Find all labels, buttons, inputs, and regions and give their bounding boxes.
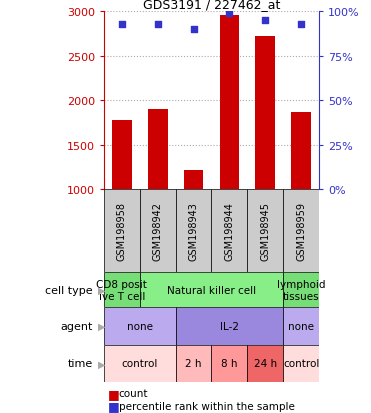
Text: ■: ■ (108, 387, 119, 400)
Text: ▶: ▶ (98, 285, 106, 295)
Bar (175, 345, 211, 382)
Text: none: none (127, 321, 153, 331)
Point (191, 27, 197, 33)
Text: 2 h: 2 h (185, 358, 202, 368)
Bar (140, 273, 283, 308)
Bar (175, 308, 283, 345)
Text: GSM198943: GSM198943 (188, 202, 198, 261)
Text: GSM198944: GSM198944 (224, 202, 234, 261)
Bar (291, 113, 311, 190)
Bar (283, 308, 319, 345)
Bar (211, 345, 247, 382)
Text: agent: agent (60, 321, 93, 331)
Text: Natural killer cell: Natural killer cell (167, 285, 256, 295)
Text: GSM198945: GSM198945 (260, 202, 270, 261)
Text: ▶: ▶ (98, 358, 106, 368)
Title: GDS3191 / 227462_at: GDS3191 / 227462_at (143, 0, 280, 11)
Text: control: control (283, 358, 319, 368)
Bar (104, 345, 175, 382)
Bar (220, 16, 239, 190)
Text: 8 h: 8 h (221, 358, 238, 368)
Text: ▶: ▶ (98, 321, 106, 331)
Text: ■: ■ (108, 399, 119, 412)
Bar (283, 345, 319, 382)
Bar (104, 308, 175, 345)
Point (155, 21, 161, 28)
Text: time: time (68, 358, 93, 368)
Text: lymphoid
tissues: lymphoid tissues (277, 279, 325, 301)
Text: GSM198958: GSM198958 (117, 202, 127, 261)
Bar (104, 190, 140, 273)
Bar (247, 345, 283, 382)
Point (262, 18, 268, 25)
Text: cell type: cell type (45, 285, 93, 295)
Bar (104, 273, 140, 308)
Text: control: control (122, 358, 158, 368)
Bar (283, 190, 319, 273)
Point (119, 21, 125, 28)
Bar (255, 37, 275, 190)
Text: IL-2: IL-2 (220, 321, 239, 331)
Point (226, 11, 232, 17)
Bar (112, 121, 132, 190)
Text: none: none (288, 321, 314, 331)
Text: 24 h: 24 h (254, 358, 277, 368)
Bar (283, 273, 319, 308)
Point (298, 21, 304, 28)
Text: count: count (119, 388, 148, 398)
Text: GSM198959: GSM198959 (296, 202, 306, 261)
Text: GSM198942: GSM198942 (153, 202, 162, 261)
Bar (184, 171, 203, 190)
Bar (148, 110, 168, 190)
Bar (211, 190, 247, 273)
Text: CD8 posit
ive T cell: CD8 posit ive T cell (96, 279, 147, 301)
Text: percentile rank within the sample: percentile rank within the sample (119, 401, 295, 411)
Bar (247, 190, 283, 273)
Bar (175, 190, 211, 273)
Bar (140, 190, 175, 273)
